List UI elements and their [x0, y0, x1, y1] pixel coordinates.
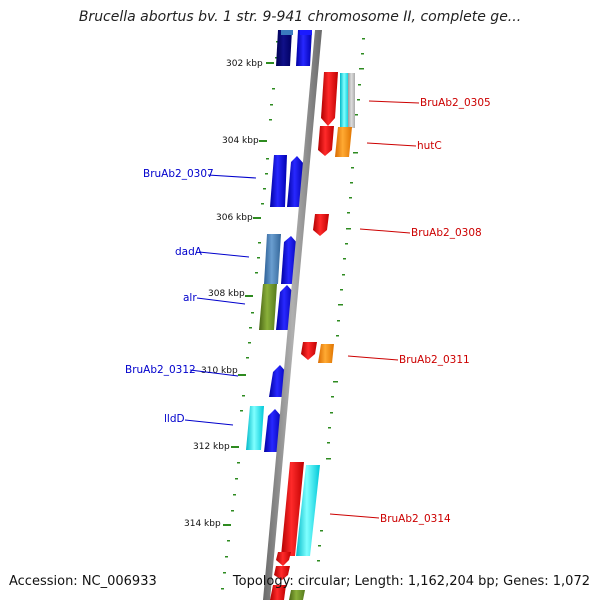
label-leader-line — [359, 228, 411, 234]
gene-feature — [335, 127, 352, 157]
label-leader-line — [329, 513, 380, 519]
gene-feature — [246, 406, 264, 450]
scale-label: 302 kbp — [226, 59, 263, 69]
scale-label: 312 kbp — [193, 442, 230, 452]
reverse-genes — [270, 72, 355, 600]
gene-feature — [259, 284, 277, 330]
gene-feature — [348, 73, 355, 128]
gene-feature — [281, 462, 304, 556]
gene-label-bruab2-0312: BruAb2_0312 — [125, 364, 196, 376]
gene-label-bruab2-0305: BruAb2_0305 — [420, 97, 491, 109]
right-gene-labels: BruAb2_0305 hutC BruAb2_0308 BruAb2_0311… — [329, 97, 491, 525]
scale-label: 306 kbp — [216, 213, 253, 223]
gene-feature — [276, 552, 291, 566]
label-leader-line — [347, 355, 399, 361]
gene-feature — [313, 214, 329, 236]
gene-feature — [318, 344, 334, 363]
label-leader-line — [196, 297, 246, 305]
gene-feature — [289, 590, 305, 600]
gene-feature — [321, 72, 338, 126]
gene-feature — [276, 30, 292, 66]
gene-label-hutc: hutC — [417, 140, 442, 152]
gene-feature — [287, 156, 304, 207]
gene-feature — [300, 30, 312, 35]
label-leader-line — [368, 100, 420, 104]
gene-feature — [264, 234, 281, 284]
genome-summary: Topology: circular; Length: 1,162,204 bp… — [232, 574, 590, 589]
gene-label-bruab2-0311: BruAb2_0311 — [399, 354, 470, 366]
label-leader-line — [366, 142, 417, 147]
gene-feature — [296, 465, 320, 556]
gene-label-bruab2-0307: BruAb2_0307 — [143, 168, 214, 180]
gene-label-dada: dadA — [175, 246, 203, 258]
left-gene-labels: BruAb2_0307 dadA alr BruAb2_0312 lldD — [125, 168, 257, 426]
label-leader-line — [189, 369, 239, 377]
map-title: Brucella abortus bv. 1 str. 9-941 chromo… — [78, 9, 522, 25]
scale-label: 308 kbp — [208, 289, 245, 299]
chromosome-backbone — [263, 30, 322, 600]
scale-label: 314 kbp — [184, 519, 221, 529]
gene-feature — [270, 155, 287, 207]
accession-label: Accession: NC_006933 — [9, 574, 157, 589]
gene-label-alr: alr — [183, 292, 197, 304]
label-leader-line — [184, 419, 234, 426]
gene-label-bruab2-0308: BruAb2_0308 — [411, 227, 482, 239]
gene-feature — [301, 342, 317, 360]
gene-feature — [281, 30, 293, 35]
scale-ticks — [223, 62, 274, 526]
gene-feature — [296, 30, 312, 66]
label-leader-line — [198, 251, 250, 258]
gene-label-bruab2-0314: BruAb2_0314 — [380, 513, 451, 525]
gene-feature — [340, 73, 349, 128]
scale-label: 304 kbp — [222, 136, 259, 146]
gene-feature — [274, 566, 290, 580]
label-leader-line — [207, 174, 257, 179]
gene-feature — [318, 126, 334, 156]
gene-feature — [270, 585, 286, 600]
scale-label: 310 kbp — [201, 366, 238, 376]
gene-label-lldd: lldD — [164, 413, 185, 425]
scale-ring-right — [317, 38, 365, 562]
